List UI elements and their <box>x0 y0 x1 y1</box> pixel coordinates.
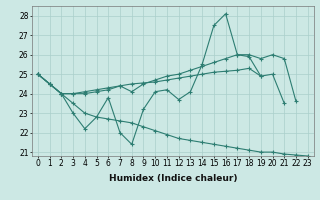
X-axis label: Humidex (Indice chaleur): Humidex (Indice chaleur) <box>108 174 237 183</box>
